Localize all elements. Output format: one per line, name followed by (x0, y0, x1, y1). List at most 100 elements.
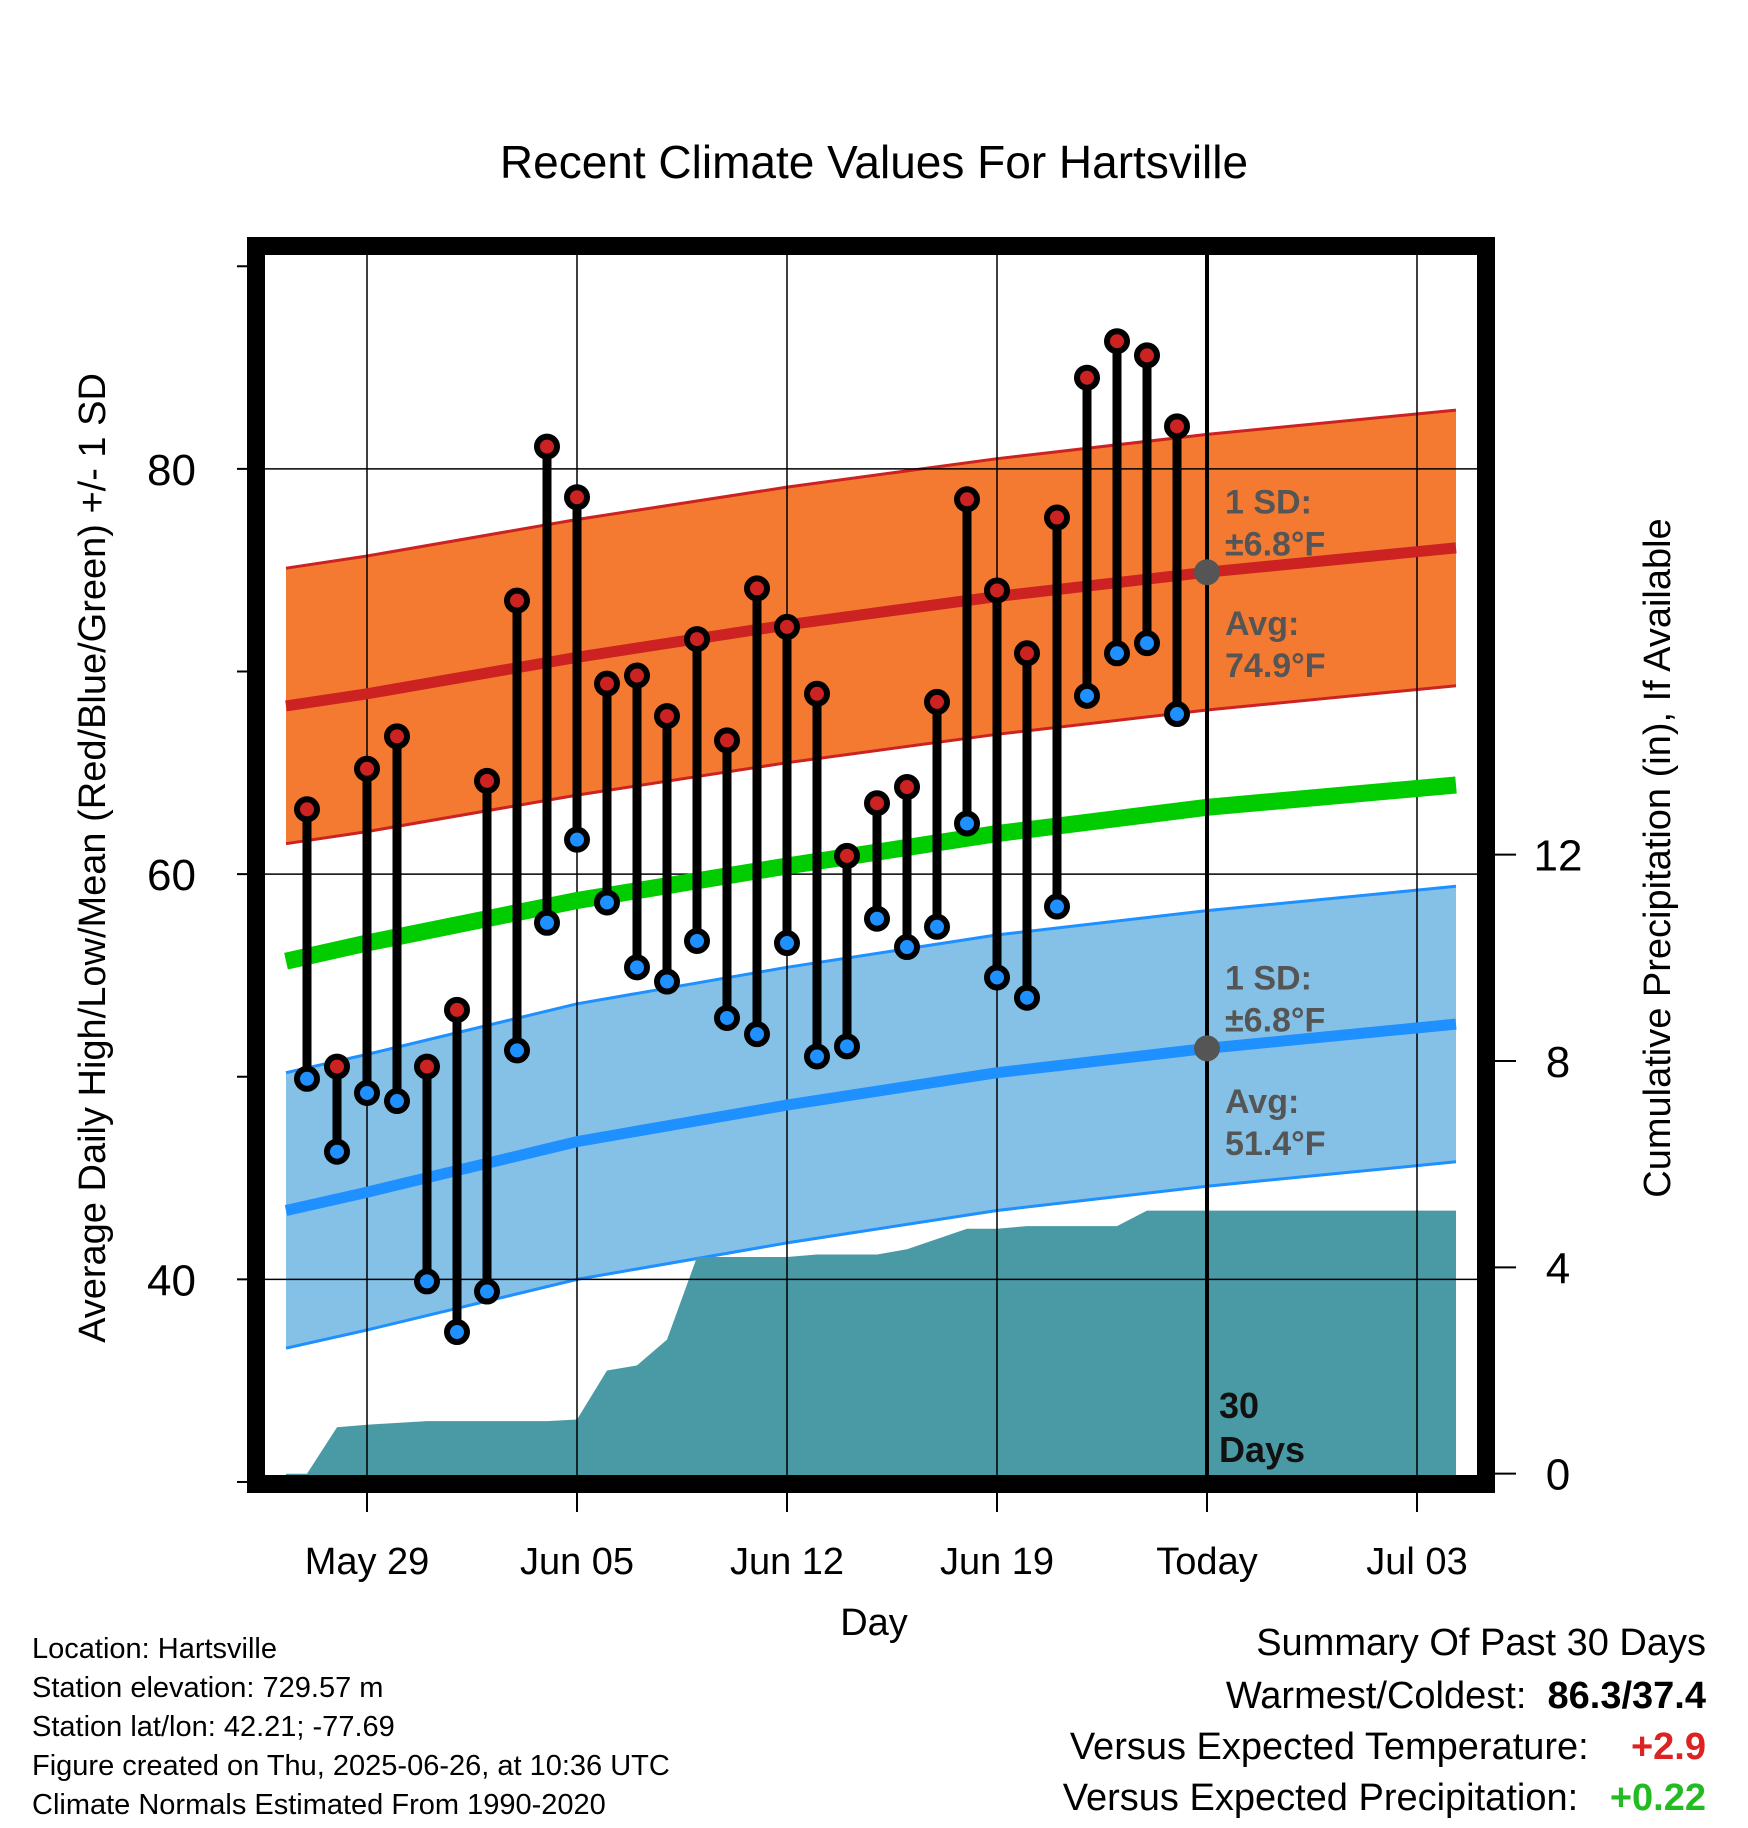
low-band (286, 886, 1456, 1349)
daily-low-point (354, 1079, 380, 1106)
high-average-today-marker (1194, 559, 1220, 586)
daily-low-point (834, 1033, 860, 1060)
daily-low-point (1104, 640, 1130, 667)
daily-high-point (1164, 413, 1190, 440)
footer-latlon: Station lat/lon: 42.21; -77.69 (32, 1711, 395, 1743)
daily-low-point (1074, 682, 1100, 709)
plot-frame (247, 237, 1495, 1493)
daily-low-point (714, 1004, 740, 1031)
x-axis-label: Day (840, 1602, 908, 1644)
daily-high-point (1074, 364, 1100, 391)
y-tick-label: 60 (147, 851, 196, 900)
daily-high-point (594, 670, 620, 697)
daily-low-point (1134, 630, 1160, 657)
annotation-value: ±6.8°F (1225, 525, 1325, 563)
daily-high-point (1104, 328, 1130, 355)
daily-high-point (624, 662, 650, 689)
low-average-today-marker (1194, 1035, 1220, 1062)
daily-high-point (294, 796, 320, 823)
today-days-count: 30 (1219, 1385, 1259, 1426)
daily-high-point (714, 727, 740, 754)
daily-high-point (534, 433, 560, 460)
daily-low-point (474, 1278, 500, 1305)
summary-title: Summary Of Past 30 Days (1256, 1622, 1706, 1664)
daily-high-point (444, 996, 470, 1023)
daily-low-point (684, 927, 710, 954)
daily-high-point (504, 587, 530, 614)
footer-elevation: Station elevation: 729.57 m (32, 1672, 384, 1704)
x-tick-label: Jun 19 (940, 1541, 1054, 1583)
daily-low-point (774, 930, 800, 957)
daily-low-point (954, 810, 980, 837)
footer-location: Location: Hartsville (32, 1633, 277, 1665)
daily-low-point (384, 1088, 410, 1115)
daily-high-point (384, 723, 410, 750)
daily-high-point (834, 842, 860, 869)
y2-axis-label: Cumulative Precipitation (in), If Availa… (1637, 518, 1679, 1197)
daily-high-point (474, 767, 500, 794)
daily-low-point (864, 905, 890, 932)
summary-temp-label: Versus Expected Temperature: (1069, 1726, 1589, 1768)
today-days-unit: Days (1219, 1429, 1305, 1470)
daily-low-point (504, 1037, 530, 1064)
summary-precip: Versus Expected Precipitation: +0.22 (1063, 1777, 1706, 1820)
daily-low-point (984, 964, 1010, 991)
daily-low-point (924, 913, 950, 940)
daily-low-point (1164, 701, 1190, 728)
daily-low-point (624, 954, 650, 981)
annotation-value: 51.4°F (1225, 1125, 1326, 1163)
summary-warm-cold-value: 86.3/37.4 (1547, 1675, 1706, 1717)
daily-high-point (744, 575, 770, 602)
daily-high-point (894, 773, 920, 800)
daily-high-point (774, 613, 800, 640)
x-tick-label: May 29 (305, 1541, 430, 1583)
daily-high-point (1044, 504, 1070, 531)
summary-temp-value: +2.9 (1630, 1726, 1706, 1768)
summary-precip-value: +0.22 (1609, 1777, 1706, 1819)
y2-tick-label: 0 (1546, 1451, 1570, 1500)
daily-high-point (804, 680, 830, 707)
daily-low-point (324, 1138, 350, 1165)
summary-temp: Versus Expected Temperature: +2.9 (1070, 1726, 1706, 1769)
annotation-label: 1 SD: (1225, 483, 1312, 521)
summary-precip-label: Versus Expected Precipitation: (1062, 1777, 1579, 1819)
daily-low-point (1044, 893, 1070, 920)
daily-high-point (414, 1053, 440, 1080)
daily-low-point (444, 1319, 470, 1346)
y2-tick-label: 4 (1546, 1244, 1570, 1293)
daily-high-point (954, 486, 980, 513)
annotation-value: ±6.8°F (1225, 1002, 1325, 1040)
x-tick-label: Today (1156, 1541, 1257, 1583)
footer-created: Figure created on Thu, 2025-06-26, at 10… (32, 1750, 670, 1782)
annotation-label: Avg: (1225, 1083, 1299, 1121)
footer-normals: Climate Normals Estimated From 1990-2020 (32, 1789, 606, 1821)
y2-tick-label: 12 (1534, 832, 1583, 881)
daily-low-point (564, 826, 590, 853)
daily-low-point (534, 909, 560, 936)
x-tick-label: Jul 03 (1366, 1541, 1467, 1583)
annotation-label: Avg: (1225, 605, 1299, 643)
y-tick-label: 40 (147, 1256, 196, 1305)
daily-low-point (294, 1065, 320, 1092)
x-tick-label: Jun 05 (520, 1541, 634, 1583)
summary-warm-cold: Warmest/Coldest: 86.3/37.4 (1226, 1675, 1706, 1718)
daily-high-point (1134, 342, 1160, 369)
annotation-value: 74.9°F (1225, 647, 1326, 685)
annotation-label: 1 SD: (1225, 960, 1312, 998)
daily-low-point (894, 934, 920, 961)
daily-high-point (354, 755, 380, 782)
daily-high-point (864, 790, 890, 817)
daily-high-point (564, 484, 590, 511)
daily-low-point (744, 1021, 770, 1048)
daily-low-point (1014, 984, 1040, 1011)
x-tick-label: Jun 12 (730, 1541, 844, 1583)
daily-low-point (414, 1268, 440, 1295)
y2-tick-label: 8 (1546, 1038, 1570, 1087)
y-axis-label: Average Daily High/Low/Mean (Red/Blue/Gr… (72, 373, 114, 1343)
daily-high-point (984, 577, 1010, 604)
daily-high-point (1014, 640, 1040, 667)
chart-title: Recent Climate Values For Hartsville (500, 136, 1248, 188)
daily-high-point (654, 703, 680, 730)
summary-warm-cold-label: Warmest/Coldest: (1225, 1675, 1527, 1717)
